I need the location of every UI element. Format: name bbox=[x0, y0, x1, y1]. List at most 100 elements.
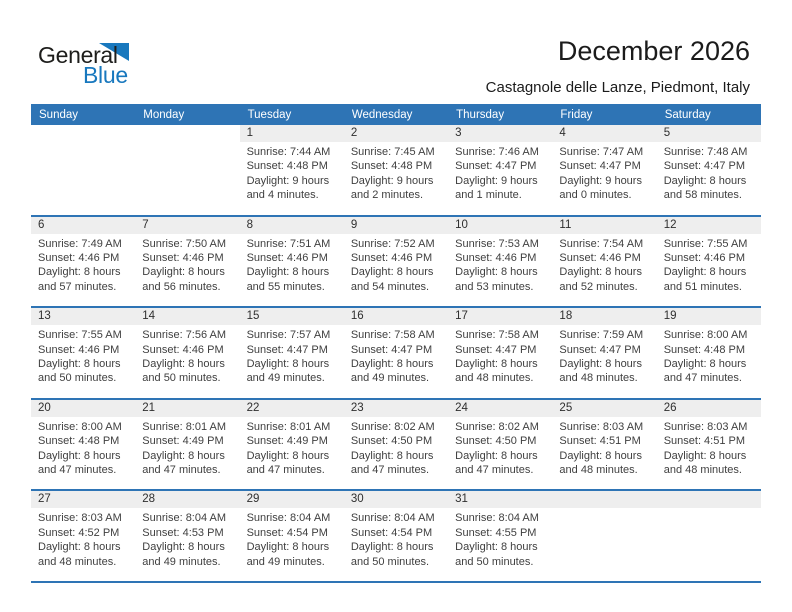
day-cell-7: 7 Sunrise: 7:50 AM Sunset: 4:46 PM Daylight… bbox=[135, 216, 240, 307]
day-number-band bbox=[656, 491, 761, 509]
day-info-line: Daylight: 8 hours bbox=[663, 266, 747, 279]
day-info-line: and 51 minutes. bbox=[663, 280, 742, 293]
day-info-line: Sunrise: 8:02 AM bbox=[455, 420, 539, 433]
day-number: 6 bbox=[38, 218, 45, 231]
weekday-header-tuesday: Tuesday bbox=[247, 108, 292, 121]
day-info-line: Daylight: 8 hours bbox=[350, 358, 434, 370]
empty-day-cell bbox=[656, 491, 761, 581]
week-row-3: 13 Sunrise: 7:55 AM Sunset: 4:46 PM Dayligh… bbox=[31, 308, 761, 400]
day-cell-28: 28 Sunrise: 8:04 AM Sunset: 4:53 PM Dayligh… bbox=[135, 491, 240, 581]
day-info-line: Sunset: 4:55 PM bbox=[455, 526, 537, 539]
day-info-line: Sunrise: 7:56 AM bbox=[142, 329, 227, 342]
day-info-line: Sunset: 4:48 PM bbox=[350, 160, 433, 173]
day-number: 4 bbox=[559, 127, 566, 139]
day-info-line: Sunset: 4:52 PM bbox=[38, 526, 120, 539]
day-info: Sunrise: 7:46 AM Sunset: 4:47 PM Daylight:… bbox=[448, 142, 552, 203]
day-info-line: and 47 minutes. bbox=[455, 464, 534, 476]
weekday-header-thursday: Thursday bbox=[456, 108, 505, 121]
day-info-line: Daylight: 9 hours bbox=[246, 174, 330, 187]
day-info-line: Daylight: 8 hours bbox=[559, 358, 642, 370]
day-info-line: Sunset: 4:48 PM bbox=[38, 435, 120, 448]
day-info-line: Sunset: 4:46 PM bbox=[142, 343, 224, 356]
day-info-line: and 48 minutes. bbox=[663, 464, 742, 476]
day-number: 11 bbox=[559, 218, 572, 231]
day-info-line: Sunset: 4:51 PM bbox=[559, 435, 641, 448]
day-info-line: and 47 minutes. bbox=[142, 464, 221, 476]
day-number-band: 26 bbox=[656, 399, 761, 417]
day-info: Sunrise: 7:54 AM Sunset: 4:46 PM Daylight:… bbox=[552, 234, 656, 295]
day-info-line: Sunset: 4:47 PM bbox=[663, 160, 746, 173]
day-number: 17 bbox=[455, 310, 468, 323]
day-info-line: and 56 minutes. bbox=[142, 280, 221, 293]
day-number: 1 bbox=[246, 127, 253, 139]
day-number-band: 3 bbox=[448, 125, 553, 142]
day-number: 16 bbox=[350, 310, 364, 323]
day-info-line: and 55 minutes. bbox=[246, 280, 325, 293]
day-number-band: 17 bbox=[448, 308, 553, 326]
day-info-line: Sunrise: 7:58 AM bbox=[455, 329, 539, 342]
day-number-band: 4 bbox=[552, 125, 657, 142]
day-number: 28 bbox=[142, 493, 156, 506]
day-info-line: Sunset: 4:49 PM bbox=[246, 435, 328, 448]
day-cell-15: 15 Sunrise: 7:57 AM Sunset: 4:47 PM Dayligh… bbox=[239, 308, 344, 398]
day-info: Sunrise: 8:00 AM Sunset: 4:48 PM Daylight:… bbox=[31, 417, 135, 478]
day-info: Sunrise: 8:04 AM Sunset: 4:53 PM Daylight:… bbox=[135, 508, 239, 569]
day-info-line: Sunset: 4:50 PM bbox=[350, 435, 433, 448]
day-number-band bbox=[552, 491, 657, 509]
day-info-line: Sunrise: 8:02 AM bbox=[350, 420, 435, 433]
day-number: 10 bbox=[455, 218, 468, 231]
week-row-1: 1 Sunrise: 7:44 AM Sunset: 4:48 PM Daylight… bbox=[31, 125, 761, 217]
day-info-line: Daylight: 8 hours bbox=[142, 449, 225, 462]
day-info-line: Sunset: 4:48 PM bbox=[246, 160, 328, 173]
day-number-band: 29 bbox=[239, 491, 344, 509]
day-info-line: Sunset: 4:46 PM bbox=[663, 252, 746, 264]
day-info-line: Daylight: 8 hours bbox=[663, 358, 747, 370]
day-info-line: and 49 minutes. bbox=[246, 372, 325, 385]
day-number: 31 bbox=[455, 493, 468, 506]
day-info: Sunrise: 8:00 AM Sunset: 4:48 PM Daylight:… bbox=[657, 325, 761, 386]
day-info-line: Sunset: 4:46 PM bbox=[559, 252, 641, 264]
day-info-line: Daylight: 8 hours bbox=[663, 174, 747, 187]
day-cell-25: 25 Sunrise: 8:03 AM Sunset: 4:51 PM Dayligh… bbox=[552, 399, 657, 490]
logo-triangle-icon bbox=[99, 43, 129, 61]
day-info: Sunrise: 7:48 AM Sunset: 4:47 PM Daylight:… bbox=[657, 142, 761, 203]
day-info-line: Daylight: 8 hours bbox=[142, 541, 225, 554]
empty-day-cell bbox=[135, 125, 239, 215]
day-info-line: Daylight: 8 hours bbox=[350, 541, 434, 554]
day-number-band: 22 bbox=[239, 399, 344, 417]
day-info: Sunrise: 7:47 AM Sunset: 4:47 PM Daylight:… bbox=[552, 142, 656, 203]
day-number-band: 21 bbox=[135, 399, 240, 417]
day-number-band: 2 bbox=[343, 125, 449, 142]
weekday-header-row: Sunday Monday Tuesday Wednesday Thursday Frid… bbox=[31, 104, 761, 125]
day-info-line: and 1 minute. bbox=[455, 189, 522, 202]
day-info: Sunrise: 7:51 AM Sunset: 4:46 PM Daylight:… bbox=[240, 234, 344, 295]
day-number-band: 31 bbox=[448, 491, 553, 509]
day-info-line: and 48 minutes. bbox=[559, 372, 638, 385]
day-info-line: and 50 minutes. bbox=[350, 555, 430, 568]
day-number-band: 9 bbox=[343, 216, 449, 234]
day-cell-13: 13 Sunrise: 7:55 AM Sunset: 4:46 PM Dayligh… bbox=[31, 308, 136, 398]
day-info: Sunrise: 8:01 AM Sunset: 4:49 PM Daylight:… bbox=[240, 417, 344, 478]
day-info-line: Sunset: 4:53 PM bbox=[142, 526, 224, 539]
day-number-band: 20 bbox=[31, 399, 136, 417]
day-number: 12 bbox=[663, 218, 677, 231]
day-number-band: 16 bbox=[343, 308, 449, 326]
day-info-line: and 2 minutes. bbox=[350, 189, 423, 202]
day-info: Sunrise: 7:58 AM Sunset: 4:47 PM Daylight:… bbox=[344, 325, 448, 386]
calendar-table: Sunday Monday Tuesday Wednesday Thursday Frid… bbox=[31, 104, 761, 583]
day-info-line: Sunrise: 7:58 AM bbox=[350, 329, 435, 342]
day-cell-21: 21 Sunrise: 8:01 AM Sunset: 4:49 PM Dayligh… bbox=[135, 399, 240, 490]
day-info-line: Daylight: 8 hours bbox=[246, 358, 330, 370]
day-info-line: Daylight: 8 hours bbox=[455, 541, 538, 554]
day-number: 27 bbox=[38, 493, 51, 506]
day-info-line: Sunrise: 8:01 AM bbox=[142, 420, 227, 433]
day-cell-12: 12 Sunrise: 7:55 AM Sunset: 4:46 PM Dayligh… bbox=[656, 216, 761, 307]
day-number: 25 bbox=[559, 401, 573, 414]
day-info-line: and 47 minutes. bbox=[663, 372, 742, 385]
day-info-line: and 57 minutes. bbox=[38, 280, 117, 293]
day-info-line: Sunset: 4:47 PM bbox=[559, 160, 641, 173]
day-number: 7 bbox=[142, 218, 149, 231]
day-info: Sunrise: 7:50 AM Sunset: 4:46 PM Daylight:… bbox=[135, 234, 239, 295]
day-info-line: and 4 minutes. bbox=[246, 189, 319, 202]
day-info bbox=[135, 142, 239, 145]
